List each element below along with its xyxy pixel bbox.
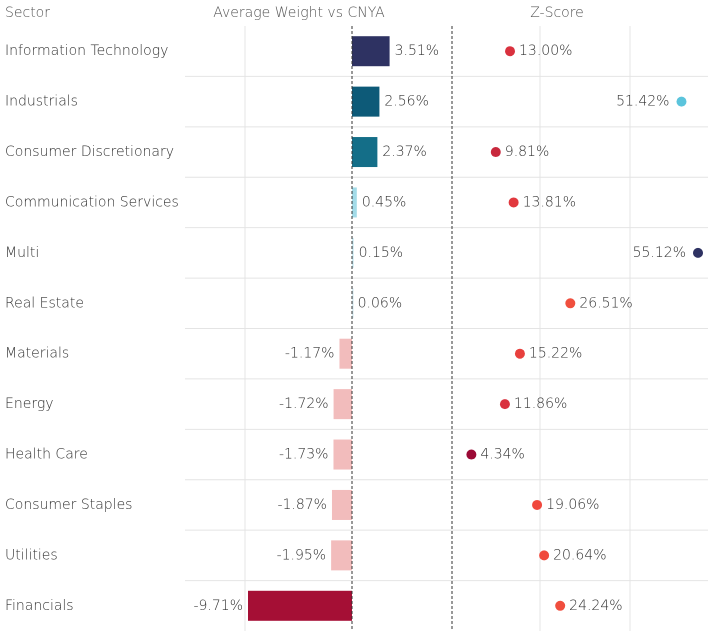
value-label: 19.06% <box>546 497 599 513</box>
dot <box>693 247 703 258</box>
category-header: Sector <box>5 5 50 21</box>
value-label: 9.81% <box>505 144 549 160</box>
bar <box>352 288 354 319</box>
value-label: -1.95% <box>277 547 327 563</box>
value-label: 24.24% <box>569 598 622 614</box>
bar <box>333 389 352 420</box>
bar <box>331 489 352 520</box>
category-label: Communication Services <box>5 194 179 210</box>
value-label: 0.06% <box>358 295 402 311</box>
value-label: -1.73% <box>279 447 329 463</box>
dot <box>514 348 525 359</box>
bar <box>352 187 357 218</box>
category-label: Real Estate <box>5 295 84 311</box>
bar <box>352 36 390 67</box>
value-label: 11.86% <box>514 396 567 412</box>
bar <box>333 439 352 470</box>
value-label: -9.71% <box>193 598 243 614</box>
dot <box>555 600 566 611</box>
value-label: 0.15% <box>359 245 403 261</box>
category-label: Energy <box>5 396 54 412</box>
value-label: 13.00% <box>519 43 572 59</box>
value-label: 2.37% <box>382 144 426 160</box>
value-label: -1.72% <box>279 396 329 412</box>
dot <box>508 197 519 208</box>
value-label: -1.17% <box>285 346 335 362</box>
dot <box>499 399 510 410</box>
dot <box>539 550 550 561</box>
category-label: Consumer Staples <box>5 497 132 513</box>
column-header: Z-Score <box>530 5 584 21</box>
value-label: 2.56% <box>384 94 428 110</box>
value-label: 55.12% <box>633 245 686 261</box>
value-label: -1.87% <box>277 497 327 513</box>
dot <box>490 147 501 158</box>
dot <box>565 298 576 309</box>
value-label: 20.64% <box>553 547 606 563</box>
value-label: 26.51% <box>579 295 632 311</box>
value-label: 0.45% <box>362 194 406 210</box>
dot <box>505 46 516 57</box>
category-label: Consumer Discretionary <box>5 144 174 160</box>
category-label: Industrials <box>5 94 78 110</box>
bar <box>248 590 352 621</box>
category-label: Utilities <box>5 547 58 563</box>
category-label: Health Care <box>5 447 88 463</box>
category-label: Financials <box>5 598 74 614</box>
category-label: Materials <box>5 346 69 362</box>
bar <box>352 237 354 268</box>
bar <box>352 86 380 117</box>
category-label: Information Technology <box>5 43 168 59</box>
dot <box>676 96 687 107</box>
column-header: Average Weight vs CNYA <box>213 5 385 21</box>
bar <box>331 540 352 571</box>
category-label: Multi <box>5 245 39 261</box>
value-label: 13.81% <box>523 194 576 210</box>
value-label: 51.42% <box>616 94 669 110</box>
dot <box>532 499 543 510</box>
bar <box>352 137 378 168</box>
dot <box>466 449 477 460</box>
value-label: 3.51% <box>395 43 439 59</box>
value-label: 4.34% <box>480 447 524 463</box>
bar <box>339 338 352 369</box>
value-label: 15.22% <box>529 346 582 362</box>
